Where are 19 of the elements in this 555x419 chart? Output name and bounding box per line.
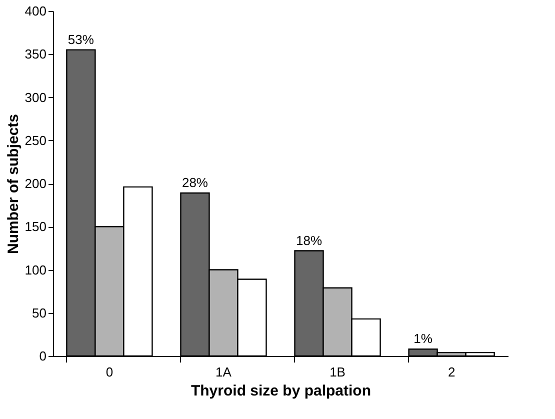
y-tick-label: 150 bbox=[24, 219, 46, 234]
annotation: 18% bbox=[296, 232, 322, 248]
y-tick-label: 50 bbox=[32, 305, 46, 320]
annotation: 53% bbox=[68, 32, 94, 47]
y-tick-label: 350 bbox=[24, 46, 46, 62]
x-tick-label: 0 bbox=[106, 364, 114, 380]
y-tick-label: 250 bbox=[24, 132, 46, 148]
y-axis-title: Number of subjects bbox=[4, 114, 22, 254]
y-tick-label: 200 bbox=[24, 176, 46, 191]
y-tick-label: 100 bbox=[24, 262, 46, 278]
x-axis-title: Thyroid size by palpation bbox=[190, 382, 372, 400]
x-tick-label: 1A bbox=[216, 364, 232, 380]
y-tick-label: 300 bbox=[24, 90, 46, 105]
annotation: 1% bbox=[414, 331, 433, 346]
x-tick-label: 1B bbox=[330, 364, 346, 380]
y-tick-label: 400 bbox=[24, 4, 46, 18]
y-tick-label: 0 bbox=[39, 348, 46, 364]
x-tick-label: 2 bbox=[448, 364, 456, 380]
annotation: 28% bbox=[182, 174, 208, 190]
